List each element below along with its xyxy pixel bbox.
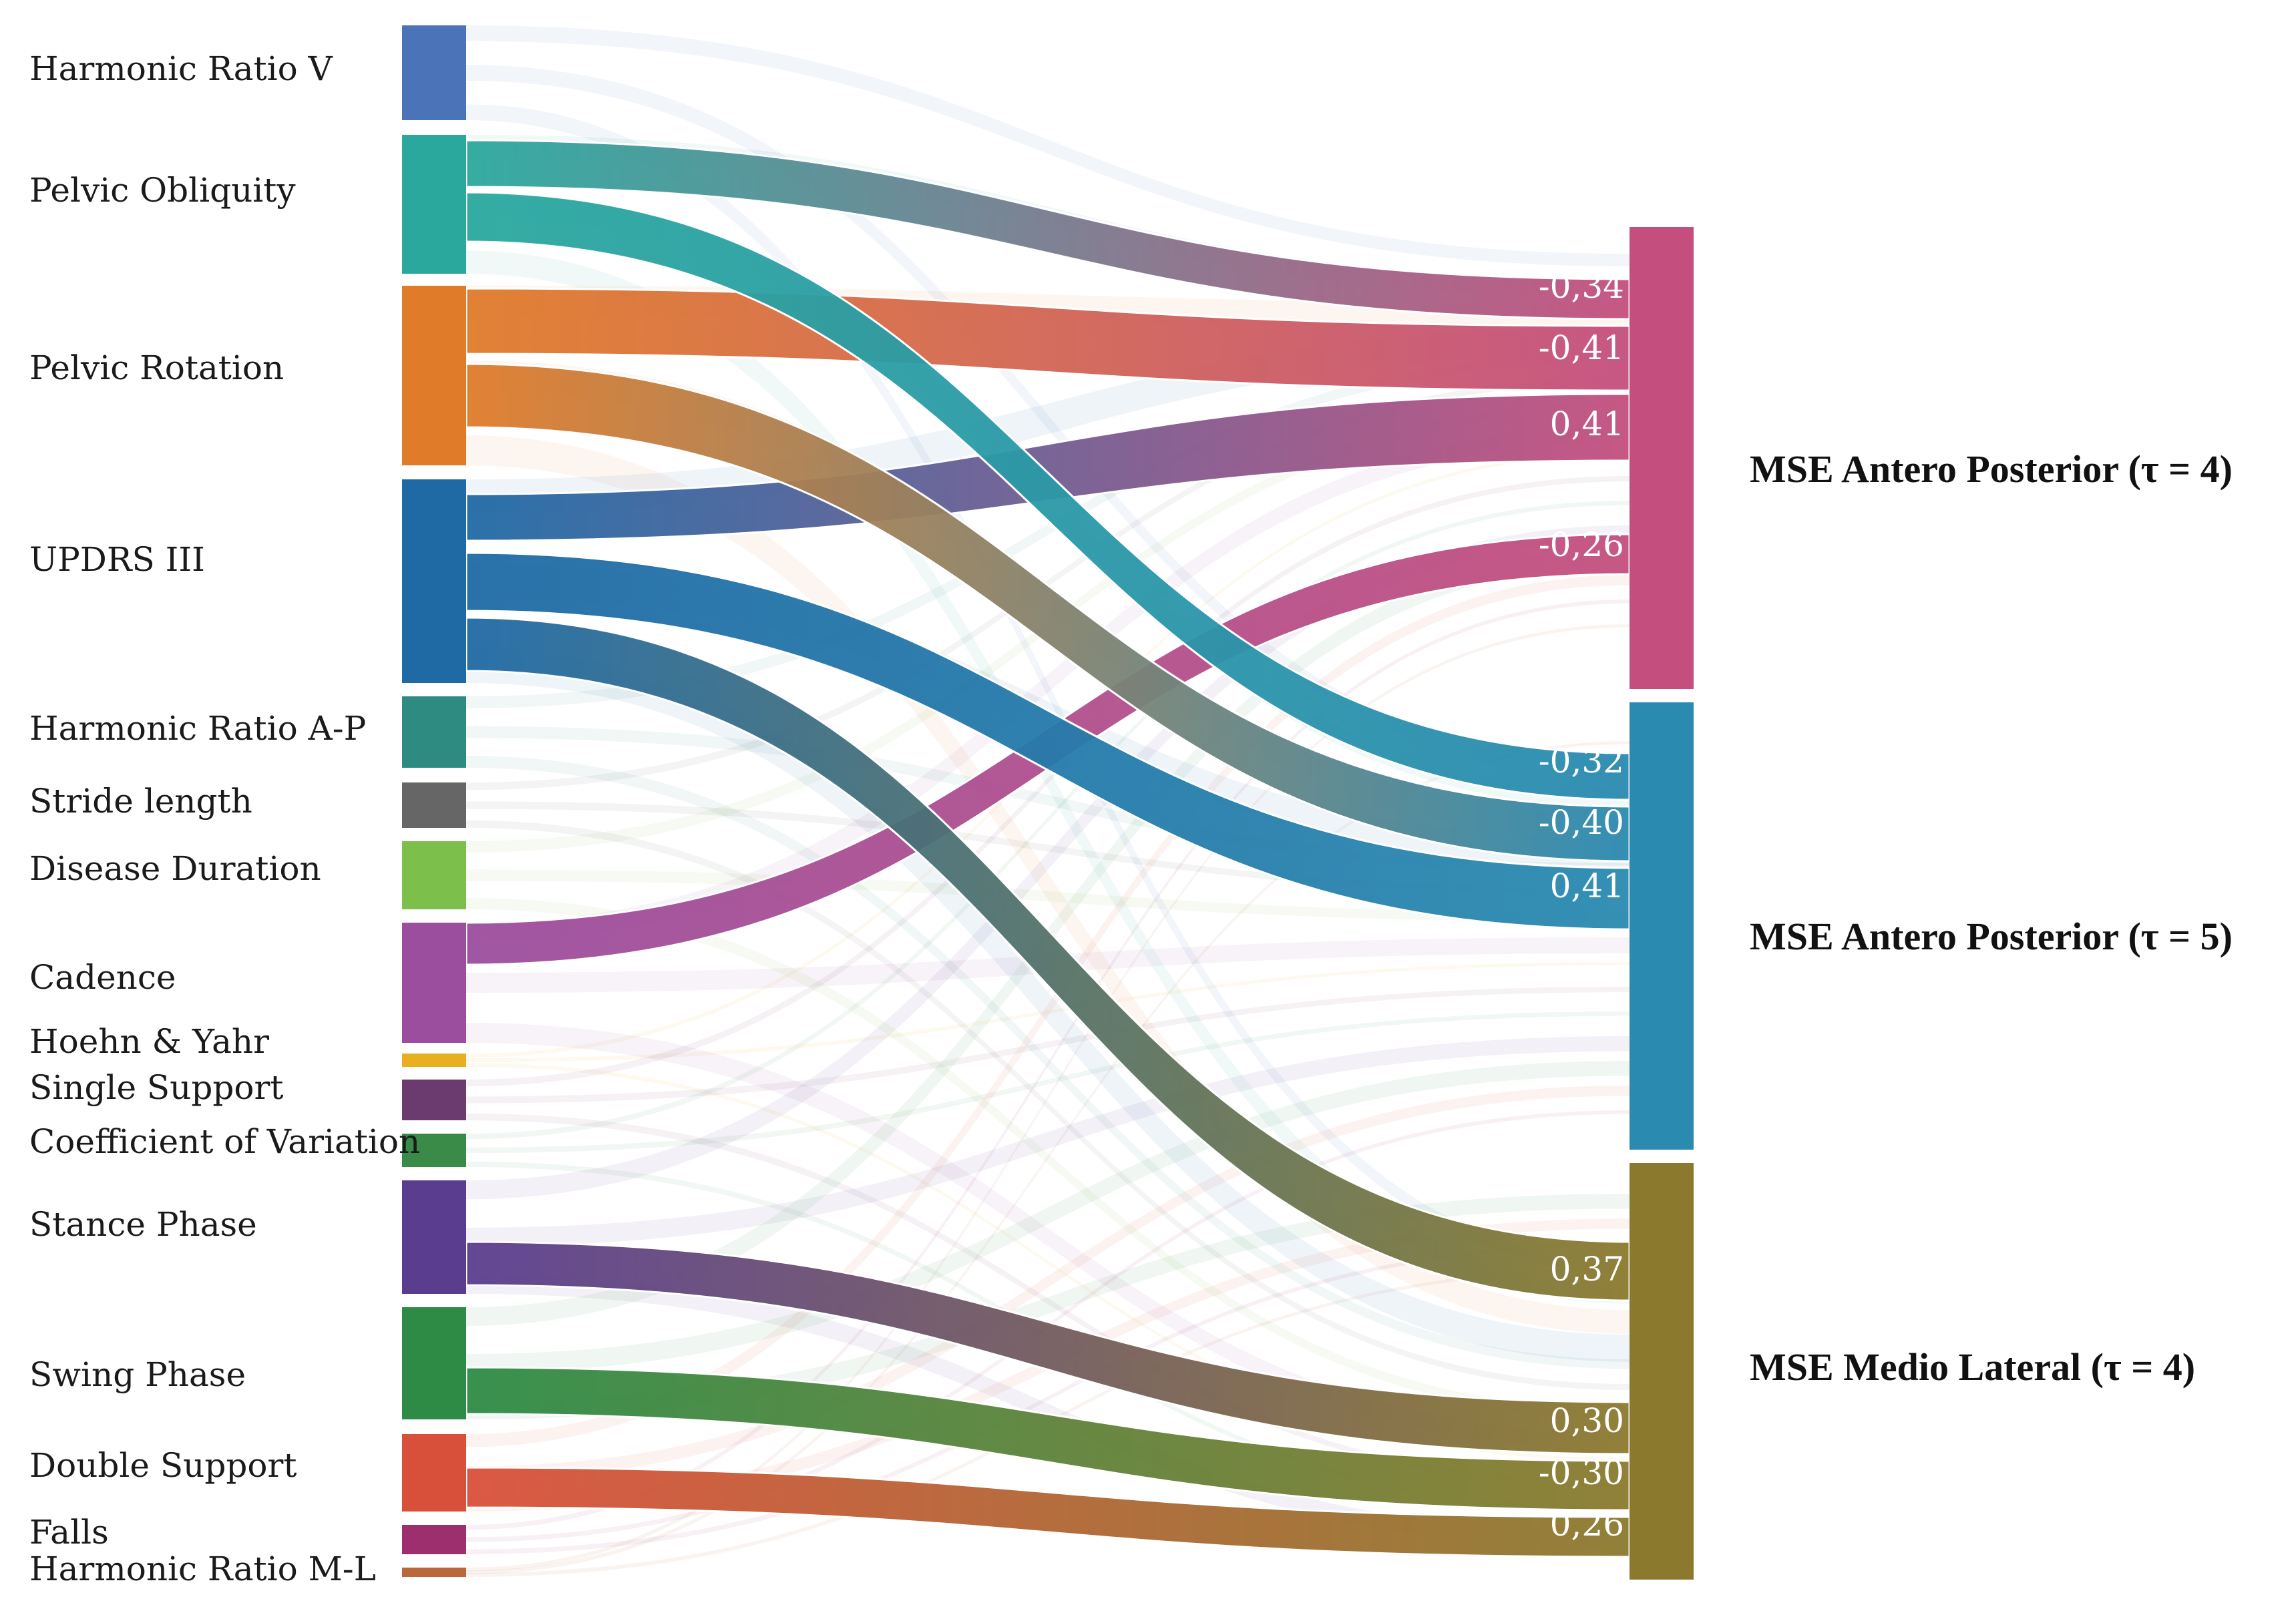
source-nodes <box>402 25 466 1577</box>
source-node-swing-phase <box>402 1307 466 1419</box>
source-node-double-support <box>402 1434 466 1512</box>
value-label-pelvic-rotation-to-mse-ap-4: -0,41 <box>1539 328 1624 367</box>
background-link-coefficient-of-variation-mse-ap-5 <box>466 1011 1630 1154</box>
background-link-falls-mse-ap-4 <box>466 600 1630 1530</box>
background-link-stride-length-mse-ap-5 <box>466 801 1630 895</box>
background-link-harmonic-ratio-ml-mse-ap-4 <box>466 624 1630 1572</box>
background-link-harmonic-ratio-v-mse-ml-4 <box>466 104 1630 1273</box>
background-link-pelvic-obliquity-mse-ml-4 <box>466 250 1630 1304</box>
source-label-pelvic-rotation: Pelvic Rotation <box>29 349 284 387</box>
value-label-pelvic-obliquity-to-mse-ap-5: -0,32 <box>1539 742 1624 780</box>
background-link-single-support-mse-ap-5 <box>466 987 1630 1104</box>
source-label-stance-phase: Stance Phase <box>29 1205 257 1244</box>
value-label-swing-phase-to-mse-ml-4: -0,30 <box>1539 1453 1624 1492</box>
value-label-updrs-iii-to-mse-ap-4: 0,41 <box>1550 405 1624 443</box>
target-node-mse-ml-4 <box>1630 1163 1694 1580</box>
background-link-double-support-mse-ap-4 <box>466 575 1630 1447</box>
background-link-swing-phase-mse-ap-5 <box>466 1061 1630 1373</box>
background-link-double-support-mse-ap-5 <box>466 1086 1630 1479</box>
source-node-stance-phase <box>402 1180 466 1294</box>
highlighted-links <box>465 139 1631 1558</box>
source-labels: Harmonic Ratio V Pelvic Obliquity Pelvic R… <box>29 49 420 1588</box>
source-label-falls: Falls <box>29 1513 109 1552</box>
source-node-hoehn-yahr <box>402 1054 466 1067</box>
target-labels: MSE Antero Posterior (τ = 4) MSE Antero P… <box>1750 447 2233 1389</box>
source-label-swing-phase: Swing Phase <box>29 1355 246 1394</box>
source-label-hoehn-yahr: Hoehn & Yahr <box>29 1022 269 1061</box>
target-label-mse-ap-5: MSE Antero Posterior (τ = 5) <box>1750 915 2233 958</box>
background-link-harmonic-ratio-ap-mse-ap-5 <box>466 726 1630 873</box>
background-link-single-support-mse-ap-4 <box>466 476 1630 1087</box>
background-link-cadence-mse-ap-4 <box>466 427 1630 943</box>
background-link-stride-length-mse-ap-4 <box>466 377 1630 790</box>
value-label-pelvic-obliquity-to-mse-ap-4: -0,34 <box>1539 267 1624 306</box>
source-label-disease-duration: Disease Duration <box>29 849 321 888</box>
background-link-updrs-iii-mse-ml-4 <box>466 649 1630 1362</box>
source-label-harmonic-ratio-ml: Harmonic Ratio M-L <box>29 1550 376 1588</box>
background-link-falls-mse-ml-4 <box>466 1243 1630 1554</box>
background-link-coefficient-of-variation-mse-ap-4 <box>466 501 1630 1140</box>
source-node-pelvic-obliquity <box>402 135 466 274</box>
background-link-swing-phase-mse-ml-4 <box>466 1194 1630 1419</box>
source-label-harmonic-ratio-v: Harmonic Ratio V <box>29 49 333 88</box>
background-link-harmonic-ratio-ml-mse-ap-5 <box>466 741 1630 1574</box>
target-label-mse-ap-4: MSE Antero Posterior (τ = 4) <box>1750 447 2233 491</box>
source-node-stride-length <box>402 782 466 828</box>
source-label-coefficient-of-variation: Coefficient of Variation <box>29 1122 420 1161</box>
source-node-coefficient-of-variation <box>402 1134 466 1167</box>
value-label-cadence-to-mse-ap-4: -0,26 <box>1539 525 1624 564</box>
source-label-cadence: Cadence <box>29 958 176 997</box>
target-node-mse-ap-4 <box>1630 227 1694 689</box>
background-link-harmonic-ratio-ap-mse-ap-4 <box>466 353 1630 708</box>
source-node-single-support <box>402 1080 466 1120</box>
source-node-cadence <box>402 923 466 1043</box>
background-link-single-support-mse-ml-4 <box>466 1113 1630 1489</box>
value-label-pelvic-rotation-to-mse-ap-5: -0,40 <box>1539 803 1624 842</box>
background-link-disease-duration-mse-ml-4 <box>466 898 1630 1418</box>
background-link-hoehn-yahr-mse-ml-4 <box>466 1063 1630 1461</box>
value-label-stance-phase-to-mse-ml-4: 0,30 <box>1550 1401 1624 1440</box>
background-link-pelvic-rotation-mse-ml-4 <box>466 435 1630 1334</box>
source-label-stride-length: Stride length <box>29 782 252 821</box>
value-labels: -0,34 -0,41 0,41 -0,26 -0,32 -0,40 0,41 0,37 0,3… <box>1539 267 1624 1544</box>
background-link-stance-phase-mse-ap-4 <box>466 525 1630 1200</box>
background-link-cadence-mse-ml-4 <box>466 1023 1630 1449</box>
value-label-double-support-to-mse-ml-4: 0,26 <box>1550 1505 1624 1544</box>
background-link-harmonic-ratio-v-mse-ap-4 <box>466 25 1630 266</box>
target-nodes <box>1630 227 1694 1580</box>
source-label-double-support: Double Support <box>29 1446 297 1485</box>
source-label-updrs-iii: UPDRS III <box>29 540 205 579</box>
target-node-mse-ap-5 <box>1630 702 1694 1150</box>
source-node-falls <box>402 1525 466 1554</box>
source-node-disease-duration <box>402 841 466 909</box>
source-node-harmonic-ratio-v <box>402 25 466 120</box>
value-label-updrs-iii-to-mse-ap-5: 0,41 <box>1550 867 1624 905</box>
background-link-stride-length-mse-ml-4 <box>466 820 1630 1391</box>
source-label-single-support: Single Support <box>29 1068 284 1107</box>
background-link-harmonic-ratio-ap-mse-ml-4 <box>466 756 1630 1369</box>
target-label-mse-ml-4: MSE Medio Lateral (τ = 4) <box>1750 1345 2195 1389</box>
background-link-hoehn-yahr-mse-ap-5 <box>466 962 1630 1062</box>
source-node-harmonic-ratio-ml <box>402 1568 466 1577</box>
source-label-pelvic-obliquity: Pelvic Obliquity <box>29 171 296 210</box>
source-label-harmonic-ratio-ap: Harmonic Ratio A-P <box>29 709 366 748</box>
background-link-harmonic-ratio-v-mse-ap-5 <box>466 65 1630 777</box>
source-node-harmonic-ratio-ap <box>402 696 466 768</box>
source-node-updrs-iii <box>402 479 466 683</box>
background-link-stance-phase-mse-ml-4 <box>466 1275 1630 1548</box>
source-node-pelvic-rotation <box>402 286 466 465</box>
background-link-stance-phase-mse-ap-5 <box>466 1036 1630 1247</box>
value-label-updrs-iii-to-mse-ml-4: 0,37 <box>1550 1250 1624 1289</box>
